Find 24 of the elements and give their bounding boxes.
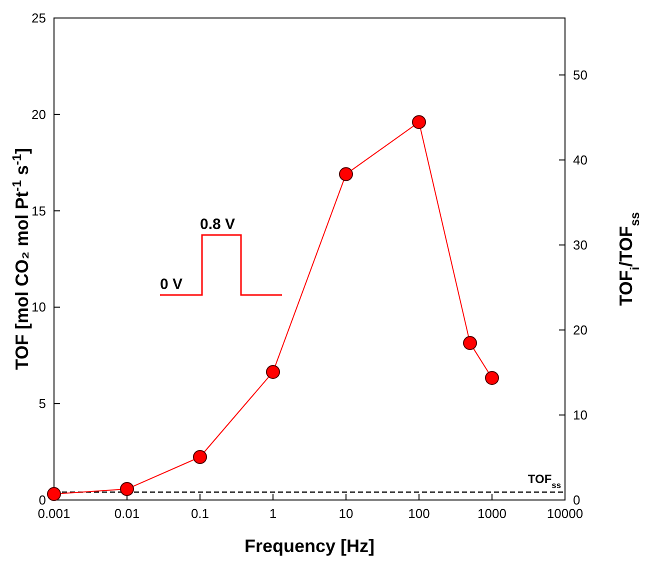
ref-line-label: TOF$_{ss}$	[528, 472, 562, 490]
x-tick-label: 1	[269, 506, 277, 521]
y-tick-label: 15	[32, 203, 46, 218]
y-tick-label: 20	[32, 106, 46, 122]
y2-tick-label: 0	[573, 492, 580, 508]
x-tick-label: 10000	[546, 506, 584, 521]
y2-tick-label: 30	[573, 237, 588, 252]
y2-tick-label: 40	[573, 152, 588, 168]
y-tick-label: 5	[38, 396, 46, 412]
x-tick-label: 100	[408, 506, 430, 521]
x-tick-label: 0.001	[38, 506, 70, 521]
x-tick-label: 10	[338, 506, 354, 521]
annotation: 0.8 V	[200, 216, 236, 233]
y2-tick-label: 10	[573, 407, 588, 422]
y-tick-label: 0	[38, 492, 46, 508]
y-tick-label: 10	[32, 300, 46, 315]
x-axis-title: Frequency [Hz]	[244, 536, 375, 556]
y-tick-label: 25	[32, 10, 46, 26]
annotation: 0 V	[160, 276, 183, 293]
y2-tick-label: 20	[573, 322, 588, 338]
x-tick-label: 0.1	[190, 506, 210, 521]
x-tick-label: 1000	[478, 506, 506, 521]
x-tick-label: 0.01	[114, 506, 140, 521]
y2-tick-label: 50	[573, 67, 588, 82]
